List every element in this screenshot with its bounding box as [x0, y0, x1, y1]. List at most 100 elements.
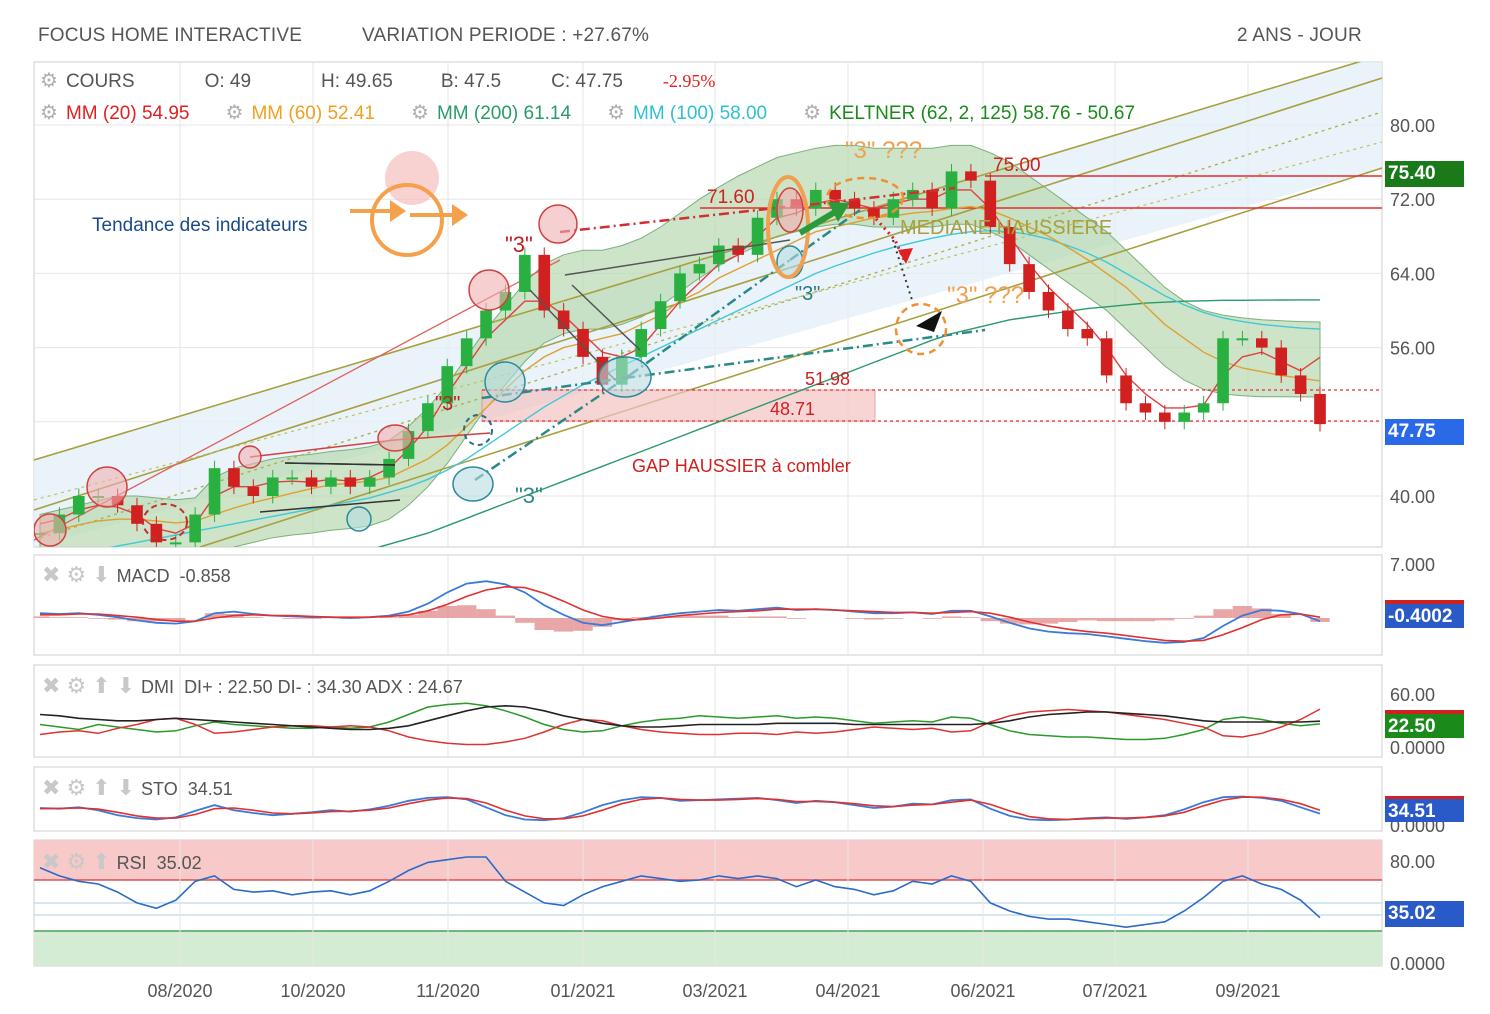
- candle-body: [363, 477, 376, 487]
- dmi-label: DMI: [141, 677, 175, 697]
- gear-icon[interactable]: ⚙: [411, 102, 429, 124]
- rsi-top-tick: 80.00: [1390, 852, 1435, 872]
- macd-hist-bar: [34, 616, 50, 618]
- arrow-up-icon[interactable]: ⬆: [92, 775, 111, 800]
- macd-hist-bar: [418, 610, 438, 618]
- sto-value: 34.51: [187, 779, 233, 799]
- macd-hist-bar: [69, 617, 89, 618]
- mm-legend: ⚙ MM (20) 54.95 ⚙ MM (60) 52.41 ⚙ MM (200) 61…: [40, 100, 1135, 125]
- rsi-oversold-zone: [34, 931, 1382, 966]
- orange-dashed-ellipse-1: [825, 176, 905, 220]
- mm60-label: MM (60): [251, 103, 323, 124]
- date-tick-label: 11/2020: [416, 981, 480, 1001]
- candle-body: [266, 477, 279, 496]
- candle-body: [286, 477, 298, 480]
- macd-hist-bar: [107, 618, 128, 620]
- arrow-down-icon[interactable]: ⬇: [116, 775, 136, 800]
- candle-body: [169, 542, 182, 545]
- candle-body: [1120, 375, 1132, 404]
- candle-body: [519, 254, 531, 292]
- sto-label: STO: [141, 779, 178, 799]
- gear-icon[interactable]: ⚙: [225, 102, 244, 124]
- close-icon[interactable]: ✖: [42, 673, 61, 698]
- macd-hist-bar: [650, 615, 671, 618]
- low-value: B: 47.5: [440, 71, 502, 92]
- candle-body: [732, 245, 744, 255]
- channel-median-dotted: [34, 111, 1382, 541]
- ascending-channel-fill: [34, 62, 1382, 547]
- candle-body: [693, 264, 706, 274]
- macd-hist-bar: [1174, 618, 1194, 619]
- date-tick-label: 01/2021: [550, 981, 615, 1001]
- candle-body: [751, 217, 764, 255]
- candle-body: [984, 180, 997, 228]
- tendance-label: Tendance des indicateurs: [92, 215, 307, 236]
- teal-circle-1: [346, 506, 372, 532]
- red-circle-7: [776, 187, 804, 233]
- macd-hist-bar: [515, 618, 535, 623]
- target-arrow: [916, 311, 942, 332]
- mm100-label: MM (100): [633, 103, 715, 124]
- tendance-orange-circle: [370, 183, 444, 257]
- rsi-badge: 35.02: [1385, 901, 1464, 927]
- red-dotted-arrow: [866, 208, 907, 263]
- macd-hist-bar: [728, 617, 748, 618]
- cours-legend: ⚙ COURS O: 49 H: 49.65 B: 47.5 C: 47.75 -2.95%: [40, 68, 715, 93]
- close-icon[interactable]: ✖: [42, 562, 61, 587]
- macd-hist-bar: [1193, 615, 1214, 618]
- mm60-value: 52.41: [327, 103, 375, 124]
- candle-body: [926, 189, 938, 209]
- gear-icon[interactable]: ⚙: [66, 849, 87, 874]
- candle-body: [189, 514, 201, 543]
- close-value: C: 47.75: [551, 71, 623, 92]
- macd-hist-bar: [553, 618, 574, 632]
- keltner-value: 58.76 - 50.67: [1023, 103, 1136, 124]
- candle-body: [480, 310, 492, 339]
- close-icon[interactable]: ✖: [42, 849, 61, 874]
- gear-icon[interactable]: ⚙: [66, 562, 87, 587]
- level-label-75-00: 75.00: [993, 155, 1041, 176]
- red-circle-1: [34, 513, 67, 547]
- macd-title: ✖ ⚙ ⬇ MACD -0.858: [42, 562, 231, 588]
- candle-body: [1023, 264, 1035, 292]
- arrow-down-icon[interactable]: ⬇: [92, 562, 111, 587]
- rsi-line: [39, 856, 1321, 929]
- triangle-pattern-left: [529, 289, 616, 381]
- candle-body: [538, 254, 551, 311]
- gear-icon[interactable]: ⚙: [66, 673, 87, 698]
- macd-hist-bar: [786, 618, 807, 619]
- macd-hist-bar: [88, 618, 108, 619]
- date-tick-label: 06/2021: [950, 981, 1015, 1001]
- period-selector[interactable]: 2 ANS - JOUR: [1237, 25, 1362, 46]
- date-tick-label: 08/2020: [147, 981, 212, 1001]
- close-icon[interactable]: ✖: [42, 775, 61, 800]
- macd-hist-bar: [166, 618, 186, 621]
- candle-body: [965, 171, 977, 181]
- arrow-up-icon[interactable]: ⬆: [92, 673, 111, 698]
- macd-hist-bar: [961, 617, 981, 618]
- mm20-label: MM (20): [65, 103, 137, 124]
- gear-icon[interactable]: ⚙: [40, 70, 58, 92]
- candle-body: [945, 171, 958, 209]
- mm20-value: 54.95: [141, 103, 190, 124]
- rsi-title: ✖ ⚙ ⬆ RSI 35.02: [42, 849, 202, 875]
- red-dashed-circle: [142, 503, 188, 541]
- gear-icon[interactable]: ⚙: [40, 102, 58, 124]
- arrow-down-icon[interactable]: ⬇: [116, 673, 136, 698]
- arrow-up-icon[interactable]: ⬆: [92, 849, 111, 874]
- gear-icon[interactable]: ⚙: [803, 102, 822, 124]
- candle-body: [228, 468, 240, 487]
- macd-hist-bar: [204, 613, 225, 618]
- mm200-label: MM (200): [436, 103, 519, 124]
- gear-icon[interactable]: ⚙: [66, 775, 87, 800]
- candle-body: [577, 329, 589, 357]
- red-circle-2: [86, 466, 128, 508]
- macd-hist-bar: [1135, 618, 1156, 622]
- gear-icon[interactable]: ⚙: [607, 102, 625, 124]
- candle-body: [829, 189, 841, 200]
- three-label-teal-2: "3": [515, 483, 543, 508]
- candle-body: [1178, 412, 1191, 422]
- price-axis: 80.00 72.00 64.00 56.00 40.00: [1390, 116, 1435, 507]
- three-label-teal-1: "3": [795, 283, 820, 305]
- candle-body: [460, 338, 473, 367]
